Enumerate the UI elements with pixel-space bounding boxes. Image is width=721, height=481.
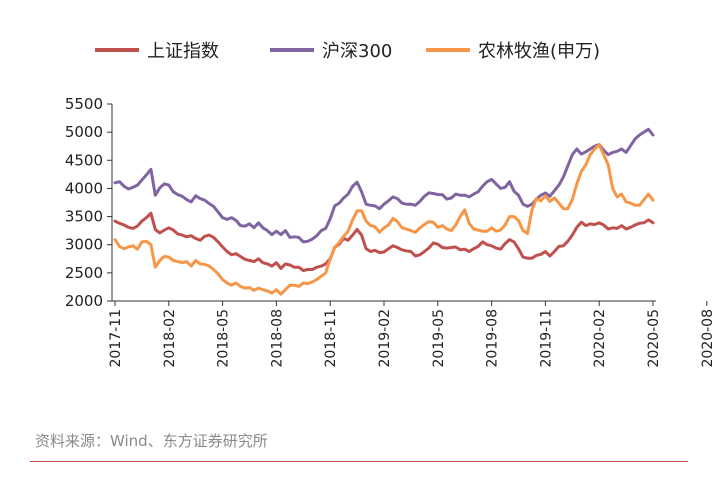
x-tick-label: 2019-11 [538, 309, 554, 368]
legend-label-2: 农林牧渔(申万) [478, 41, 600, 62]
y-tick-label: 4500 [65, 151, 103, 169]
y-tick-label: 5000 [65, 123, 103, 141]
footer-divider [30, 461, 688, 462]
y-tick-label: 3500 [65, 208, 103, 226]
x-tick-label: 2020-02 [592, 309, 608, 368]
legend-label-0: 上证指数 [147, 41, 219, 62]
series-line-0 [113, 211, 655, 273]
x-tick-label: 2019-05 [431, 309, 447, 368]
y-tick-label: 4000 [65, 179, 103, 197]
y-tick-label: 2000 [65, 292, 103, 310]
y-tick-label: 5500 [65, 95, 103, 113]
series-line-1 [113, 127, 655, 244]
x-tick-label: 2020-05 [646, 309, 662, 368]
x-tick-label: 2018-11 [323, 309, 339, 368]
x-tick-label: 2020-08 [700, 309, 716, 368]
source-note: 资料来源：Wind、东方证券研究所 [35, 432, 268, 450]
y-tick-label: 3000 [65, 236, 103, 254]
x-tick-label: 2019-02 [377, 309, 393, 368]
x-tick-label: 2017-11 [108, 309, 124, 368]
x-tick-label: 2019-08 [485, 309, 501, 368]
x-tick-label: 2018-05 [216, 309, 232, 368]
y-tick-label: 2500 [65, 264, 103, 282]
legend-label-1: 沪深300 [322, 41, 392, 62]
x-tick-label: 2018-08 [269, 309, 285, 368]
series-line-2 [113, 143, 655, 296]
x-tick-label: 2018-02 [162, 309, 178, 368]
